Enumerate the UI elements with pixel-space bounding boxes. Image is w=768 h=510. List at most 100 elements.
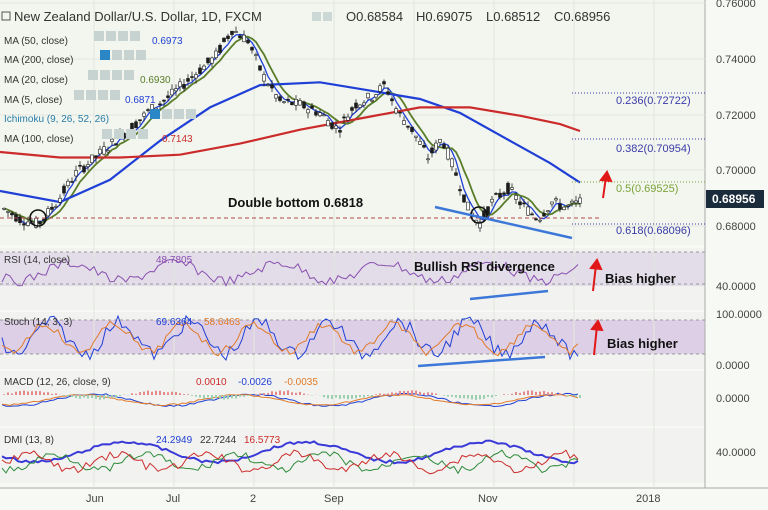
rsi-value: 48.7805	[156, 255, 193, 266]
legend-button-icon[interactable]	[112, 70, 122, 80]
up-arrows	[589, 170, 613, 356]
legend-button-icon[interactable]	[112, 50, 122, 60]
macd-hist-bar	[279, 390, 281, 395]
legend-button-icon[interactable]	[124, 50, 134, 60]
candle-body	[518, 201, 522, 206]
macd-hist-bar	[527, 390, 529, 395]
candle-body	[466, 201, 470, 211]
legend-button-icon[interactable]	[126, 129, 136, 139]
panel-legends: RSI (14, close) 48.7805 Stoch (14, 3, 3)…	[4, 255, 318, 446]
ohlc-high: H0.69075	[416, 9, 472, 24]
macd-hist-bar	[23, 390, 25, 395]
dmi-panel[interactable]	[0, 428, 705, 483]
legend-button-icon[interactable]	[124, 70, 134, 80]
candle-body	[354, 102, 358, 109]
legend-button-icon[interactable]	[174, 109, 184, 119]
candle-body	[26, 221, 30, 226]
time-axis: Jun Jul 2 Sep Nov 2018	[86, 493, 660, 505]
candle-body	[322, 114, 326, 117]
macd-hist-bar	[355, 395, 357, 399]
ma100-label: MA (100, close)	[4, 134, 73, 145]
candle-body	[138, 119, 142, 121]
macd-hist-bar	[47, 392, 49, 395]
collapse-icon[interactable]	[1, 11, 11, 21]
macd-hist-bar	[255, 394, 257, 395]
macd-hist-bar	[435, 393, 437, 395]
macd-hist-bar	[195, 395, 197, 397]
legend-icons[interactable]	[74, 31, 196, 139]
legend-button-icon[interactable]	[114, 129, 124, 139]
macd-hist-bar	[107, 395, 109, 398]
macd-hist-bar	[191, 395, 193, 396]
macd-hist-bar	[451, 395, 453, 397]
candle-body	[414, 135, 418, 138]
legend-button-icon[interactable]	[110, 90, 120, 100]
candle-body	[542, 213, 546, 217]
ohlc-open: O0.68584	[346, 9, 403, 24]
candle-body	[506, 182, 510, 195]
macd-hist-bar	[359, 395, 361, 398]
candle-body	[514, 195, 518, 200]
candle-body	[282, 101, 286, 103]
legend-button-icon[interactable]	[118, 31, 128, 41]
legend-button-icon[interactable]	[130, 31, 140, 41]
ma50-value: 0.6973	[152, 36, 183, 47]
candle-body	[310, 105, 314, 109]
legend-button-icon[interactable]	[74, 90, 84, 100]
legend-button-icon[interactable]	[150, 109, 160, 119]
stoch-d-line	[1, 320, 579, 357]
candle-body	[526, 206, 530, 216]
macd-hist-bar	[11, 393, 13, 395]
legend-button-icon[interactable]	[98, 90, 108, 100]
macd-hist-bar	[483, 395, 485, 399]
legend-button-icon[interactable]	[100, 50, 110, 60]
candle-body	[270, 84, 274, 89]
bias-higher-rsi: Bias higher	[605, 271, 676, 286]
ma100-line	[0, 106, 581, 159]
dmi-plus: 22.7244	[200, 435, 237, 446]
rsi-divergence-annotation: Bullish RSI divergence	[414, 259, 555, 274]
macd-hist-bar	[559, 393, 561, 395]
legend-button-icon[interactable]	[100, 70, 110, 80]
macd-hist-bar	[75, 395, 77, 398]
candle-body	[46, 208, 50, 217]
legend-button-icon[interactable]	[102, 129, 112, 139]
macd-hist-bar	[163, 392, 165, 395]
macd-hist-bar	[399, 390, 401, 395]
legend-button-icon[interactable]	[162, 109, 172, 119]
legend-button-icon[interactable]	[186, 109, 196, 119]
dmi-minus: 16.5773	[244, 435, 281, 446]
stoch-k-line	[1, 314, 579, 362]
legend-button-icon[interactable]	[136, 50, 146, 60]
macd-hist-bar	[111, 395, 113, 398]
legend-button-icon[interactable]	[138, 129, 148, 139]
candle-body	[2, 207, 6, 210]
macd-hist-bar	[551, 392, 553, 395]
candle-body	[178, 81, 182, 88]
macd-line	[1, 392, 579, 408]
macd-hist-bar	[447, 395, 449, 397]
legend-button-icon[interactable]	[94, 31, 104, 41]
candle-body	[206, 57, 210, 64]
macd-hist-bar	[471, 395, 473, 400]
candle-body	[186, 78, 190, 82]
macd-hist-bar	[271, 391, 273, 395]
macd-signal: -0.0035	[284, 377, 318, 388]
macd-hist-bar	[91, 395, 93, 399]
rsi-label: RSI (14, close)	[4, 255, 70, 266]
macd-signal-line	[1, 394, 579, 407]
candle-body	[314, 111, 318, 116]
macd-hist-bar	[295, 392, 297, 395]
macd-hist-bar	[215, 395, 217, 399]
legend-button-icon[interactable]	[86, 90, 96, 100]
candle-body	[274, 94, 278, 99]
ohlc-icons[interactable]	[312, 12, 332, 21]
macd-hist-bar	[139, 392, 141, 395]
macd-hist-bar	[275, 391, 277, 395]
legend-button-icon[interactable]	[106, 31, 116, 41]
macd-hist-bar	[267, 393, 269, 395]
legend-button-icon[interactable]	[88, 70, 98, 80]
macd-hist-bar	[343, 395, 345, 399]
candle-body	[458, 189, 462, 192]
